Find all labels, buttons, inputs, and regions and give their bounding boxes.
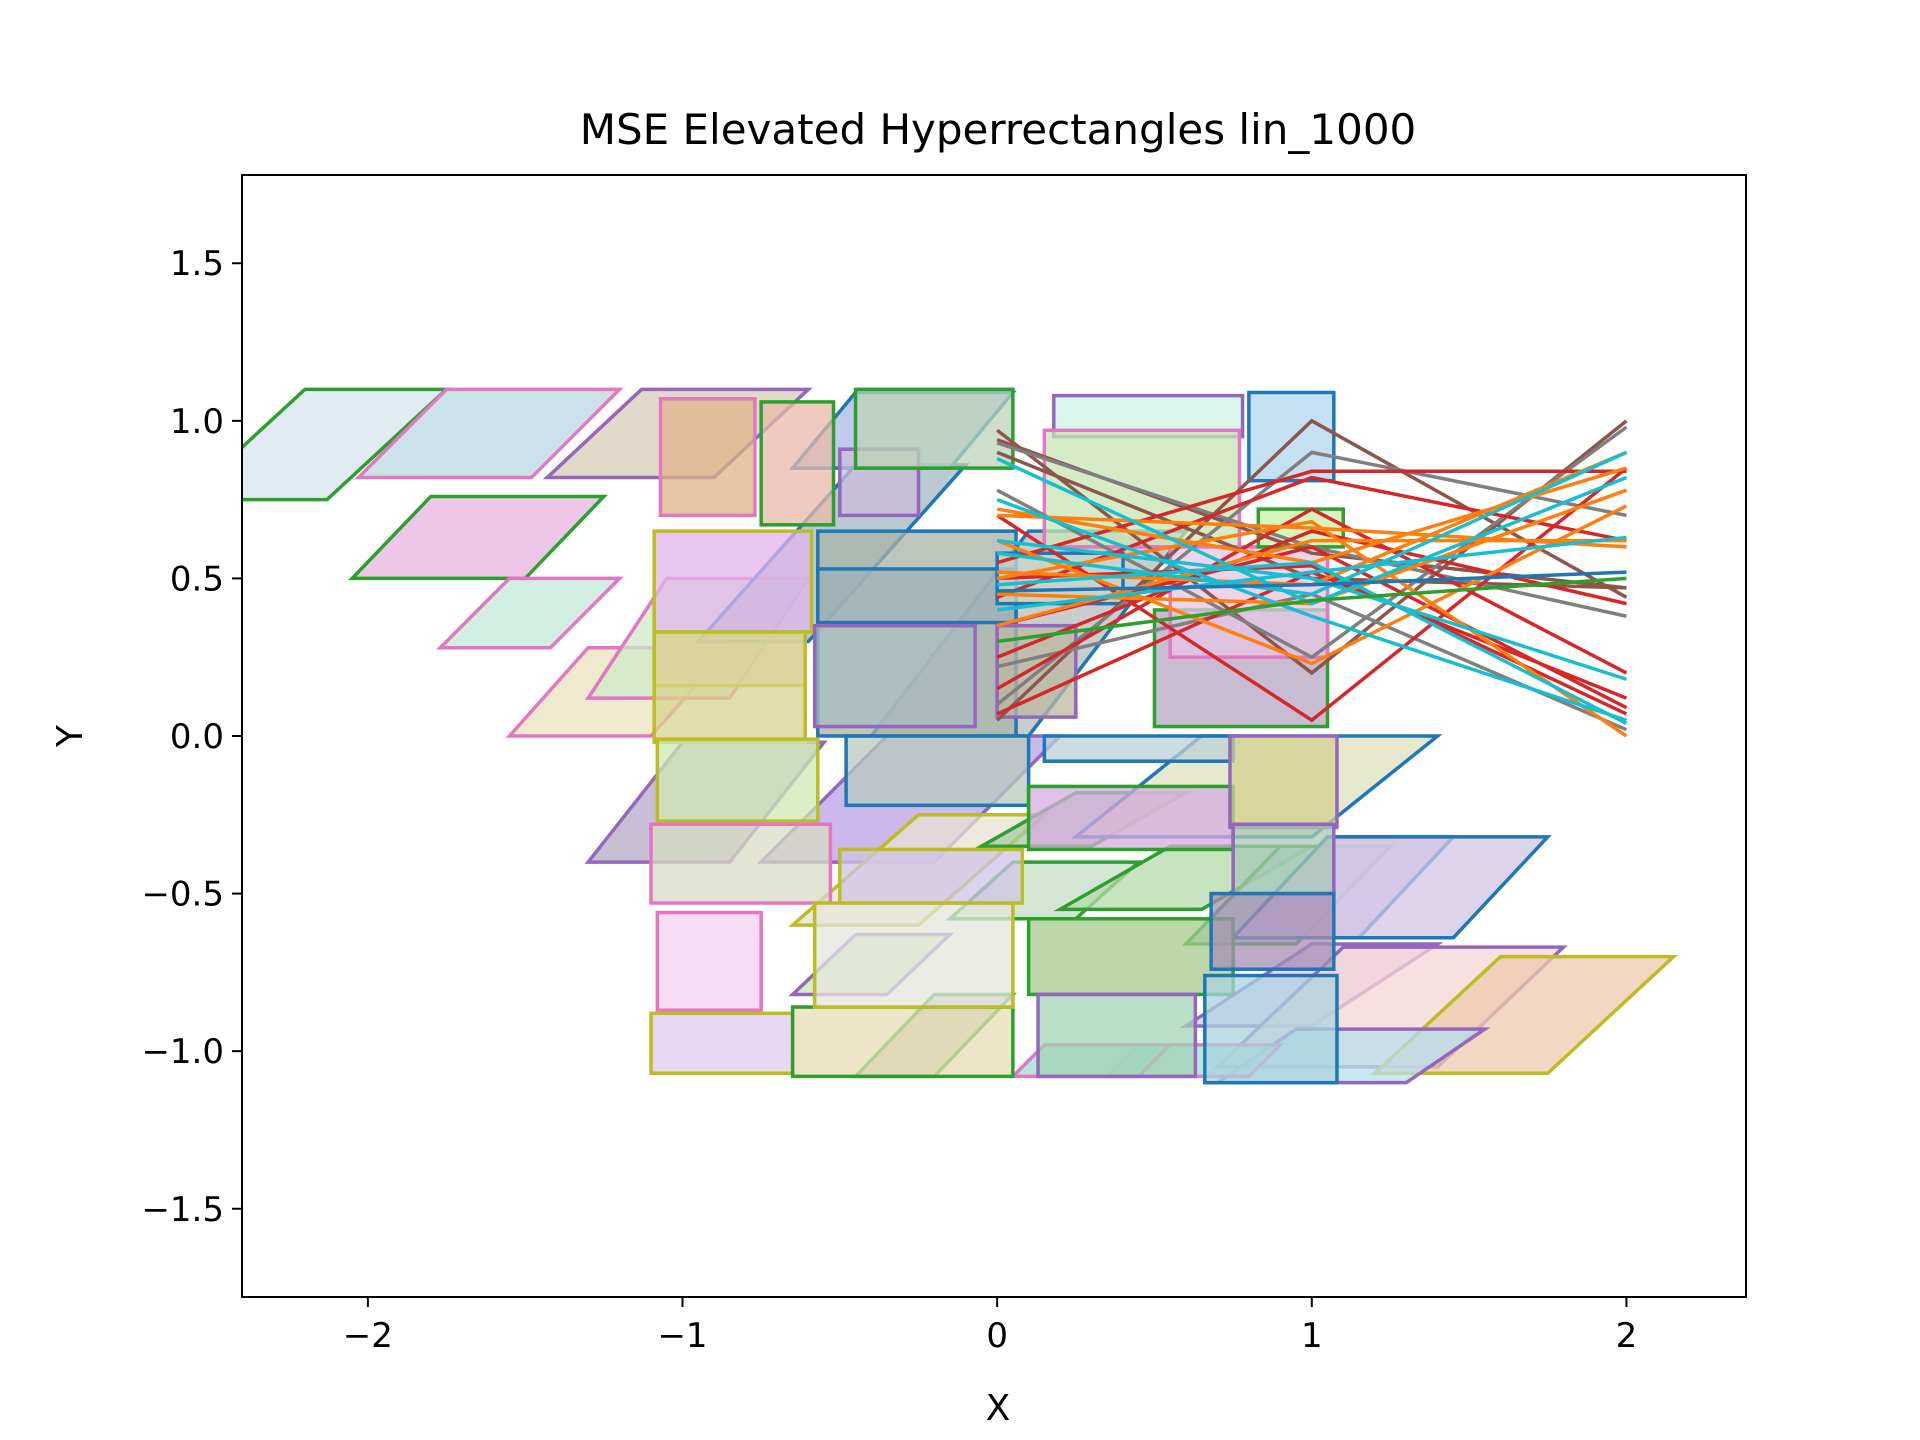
rectangle-25 — [1228, 734, 1339, 830]
y-tick-label-3: 0.0 — [170, 717, 224, 757]
series-line-29 — [996, 576, 1627, 644]
rectangle-23 — [1026, 784, 1235, 852]
rectangle-22 — [1036, 992, 1198, 1079]
rectangle-12 — [812, 623, 977, 729]
series-line-12 — [996, 545, 1628, 710]
series-line-15 — [996, 529, 1627, 659]
series-line-6 — [996, 425, 1628, 660]
rectangle-13 — [655, 737, 820, 823]
parallelogram-0 — [242, 387, 451, 502]
rectangle-19 — [844, 734, 1031, 808]
rectangle-24 — [1042, 734, 1235, 763]
y-axis-label: Y — [50, 724, 91, 748]
series-line-24 — [996, 497, 1627, 722]
parallelogram-4 — [436, 576, 624, 650]
x-tick-label-2: 0 — [986, 1316, 1008, 1356]
parallelogram-1 — [354, 387, 624, 480]
x-tick-label-0: −2 — [343, 1316, 393, 1356]
rectangle-9 — [652, 630, 807, 745]
rectangle-7 — [652, 529, 814, 634]
rectangle-18 — [812, 901, 1015, 1009]
x-axis: −2 −1 0 1 2 — [343, 1297, 1637, 1356]
rectangle-0 — [658, 397, 757, 518]
x-axis-label: X — [986, 1388, 1011, 1429]
rectangle-20 — [838, 847, 1025, 905]
series-line-27 — [996, 535, 1627, 612]
y-tick-label-4: −0.5 — [141, 875, 224, 915]
shapes-layer — [242, 387, 1679, 1085]
y-tick-label-5: −1.0 — [141, 1032, 224, 1072]
rectangle-21 — [1026, 917, 1235, 997]
plot-area — [242, 387, 1679, 1085]
series-line-25 — [996, 538, 1627, 681]
rectangle-27 — [1209, 891, 1336, 971]
x-tick-label-4: 2 — [1616, 1316, 1638, 1356]
y-tick-label-0: 1.5 — [170, 244, 224, 284]
series-line-26 — [996, 450, 1628, 596]
series-line-19 — [996, 519, 1628, 738]
series-line-30 — [997, 570, 1627, 593]
lines-layer — [995, 418, 1628, 738]
y-tick-label-2: 0.5 — [170, 559, 224, 599]
series-line-8 — [996, 469, 1627, 565]
rectangle-15 — [655, 910, 763, 1012]
series-line-4 — [996, 450, 1627, 706]
series-line-18 — [996, 504, 1628, 666]
rectangle-11 — [816, 567, 1018, 625]
parallelogram-3 — [348, 494, 608, 581]
y-tick-label-1: 1.0 — [170, 402, 224, 442]
rectangle-16 — [649, 1011, 795, 1075]
y-axis: 1.5 1.0 0.5 0.0 −0.5 −1.0 −1.5 — [141, 244, 242, 1230]
chart-title: MSE Elevated Hyperrectangles lin_1000 — [580, 105, 1417, 154]
x-tick-label-1: −1 — [657, 1316, 707, 1356]
series-line-10 — [996, 466, 1628, 723]
rectangle-17 — [790, 1005, 1015, 1079]
series-line-23 — [996, 457, 1628, 606]
x-tick-label-3: 1 — [1301, 1316, 1323, 1356]
rectangle-26 — [1231, 822, 1336, 896]
series-line-28 — [997, 560, 1628, 725]
rectangle-14 — [649, 822, 833, 905]
rectangle-1 — [759, 400, 836, 527]
rectangle-28 — [1203, 973, 1339, 1085]
rectangle-3 — [853, 387, 1015, 470]
y-tick-label-6: −1.5 — [141, 1190, 224, 1230]
